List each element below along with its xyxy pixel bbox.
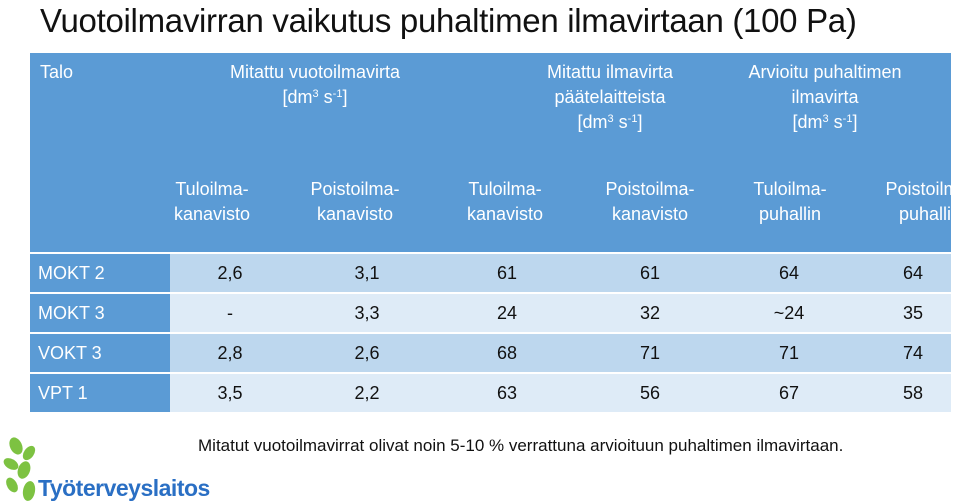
subheader-cell: Tuloilma-kanavisto bbox=[173, 179, 251, 224]
subheader-cell: Poistoilma-puhallin bbox=[885, 179, 959, 224]
table-cell: 2,8 bbox=[217, 343, 243, 363]
table-cell: 56 bbox=[639, 383, 661, 403]
header-talo: Talo bbox=[40, 62, 74, 82]
logo-text: Työterveyslaitos bbox=[38, 475, 210, 501]
footnote: Mitatut vuotoilmavirrat olivat noin 5-10… bbox=[198, 436, 844, 455]
table-cell: 74 bbox=[902, 343, 924, 363]
row-label: VPT 1 bbox=[30, 374, 170, 412]
header-group-paatelaitteet: Mitattu ilmavirta päätelaitteista [dm3 s… bbox=[546, 62, 674, 132]
row-label: MOKT 2 bbox=[30, 254, 170, 292]
table-cell: 68 bbox=[496, 343, 518, 363]
subheader-cell: Tuloilma-puhallin bbox=[753, 179, 827, 224]
table-cell: 64 bbox=[778, 263, 800, 283]
subheader-cell: Tuloilma-kanavisto bbox=[466, 179, 544, 224]
table-row: MOKT 2 2,6 3,1 61 61 64 64 bbox=[30, 252, 951, 292]
table-cell: 71 bbox=[639, 343, 661, 363]
table-cell: 63 bbox=[496, 383, 518, 403]
table-row: VPT 1 3,5 2,2 63 56 67 58 bbox=[30, 372, 951, 412]
table-cell: 3,5 bbox=[217, 383, 243, 403]
table-cell: 71 bbox=[778, 343, 800, 363]
table-cell: 61 bbox=[639, 263, 661, 283]
table-cell: 24 bbox=[496, 303, 518, 323]
table-cell: 3,3 bbox=[354, 303, 380, 323]
table-cell: 67 bbox=[778, 383, 800, 403]
table-cell: 2,6 bbox=[217, 263, 243, 283]
table-cell: 2,2 bbox=[354, 383, 380, 403]
table-row: VOKT 3 2,8 2,6 68 71 71 74 bbox=[30, 332, 951, 372]
table-cell: - bbox=[227, 303, 233, 323]
table-cell: 35 bbox=[902, 303, 924, 323]
page-title: Vuotoilmavirran vaikutus puhaltimen ilma… bbox=[40, 2, 857, 39]
header-group-vuotoilmavirta: Mitattu vuotoilmavirta [dm3 s-1] bbox=[229, 62, 401, 107]
table-cell: 61 bbox=[496, 263, 518, 283]
logo-icon bbox=[3, 437, 36, 501]
subheader-cell: Poistoilma-kanavisto bbox=[605, 179, 695, 224]
table-cell: 2,6 bbox=[354, 343, 380, 363]
table-cell: 32 bbox=[639, 303, 661, 323]
table-row: MOKT 3 - 3,3 24 32 ~24 35 bbox=[30, 292, 951, 332]
subheader-cell: Poistoilma-kanavisto bbox=[310, 179, 400, 224]
table-cell: ~24 bbox=[773, 303, 805, 323]
table-cell: 64 bbox=[902, 263, 924, 283]
table-cell: 58 bbox=[902, 383, 924, 403]
table-cell: 3,1 bbox=[354, 263, 380, 283]
header-group-puhallin: Arvioitu puhaltimen ilmavirta [dm3 s-1] bbox=[748, 62, 902, 132]
table-header: Talo Mitattu vuotoilmavirta [dm3 s-1] Mi… bbox=[30, 53, 959, 252]
row-label: VOKT 3 bbox=[30, 334, 170, 372]
row-label: MOKT 3 bbox=[30, 294, 170, 332]
